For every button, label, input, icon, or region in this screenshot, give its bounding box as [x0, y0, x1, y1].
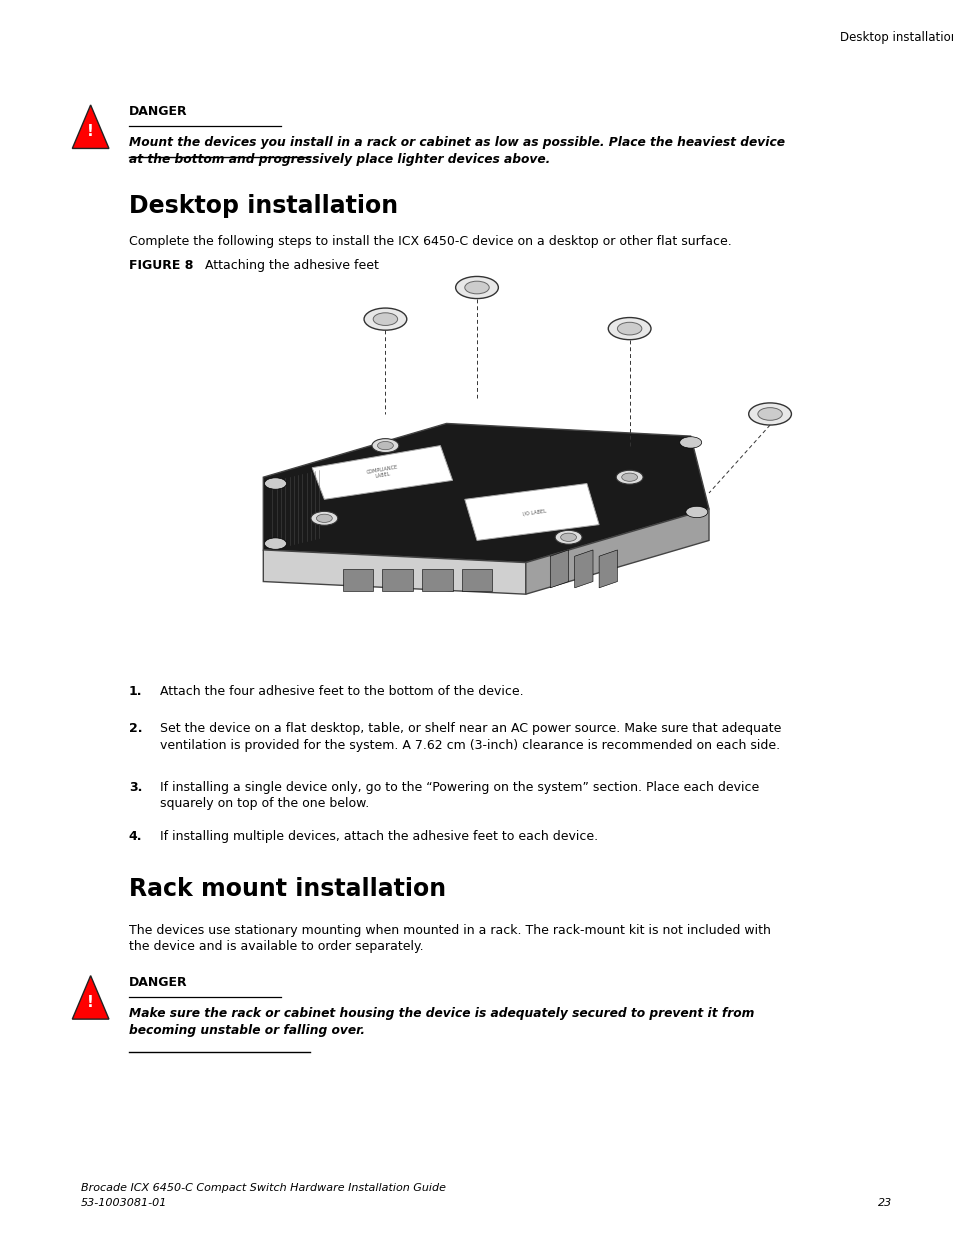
Circle shape: [555, 530, 581, 545]
Text: 23: 23: [877, 1198, 891, 1208]
Text: 53-1003081-01: 53-1003081-01: [81, 1198, 168, 1208]
Text: I/O LABEL: I/O LABEL: [522, 508, 547, 516]
Text: Attaching the adhesive feet: Attaching the adhesive feet: [201, 259, 378, 273]
Text: DANGER: DANGER: [129, 976, 187, 989]
Circle shape: [748, 403, 791, 425]
Circle shape: [264, 538, 286, 550]
Text: If installing a single device only, go to the “Powering on the system” section. : If installing a single device only, go t…: [160, 781, 759, 810]
Circle shape: [617, 322, 641, 335]
Polygon shape: [342, 569, 373, 592]
Polygon shape: [263, 424, 708, 563]
Text: Desktop installation: Desktop installation: [839, 31, 953, 44]
Text: !: !: [87, 995, 94, 1010]
Circle shape: [364, 308, 406, 330]
Polygon shape: [461, 569, 492, 592]
Circle shape: [377, 441, 393, 450]
Polygon shape: [574, 550, 593, 588]
Text: 2.: 2.: [129, 722, 142, 736]
Polygon shape: [312, 446, 452, 499]
Text: Rack mount installation: Rack mount installation: [129, 877, 445, 900]
Text: 3.: 3.: [129, 781, 142, 794]
Circle shape: [373, 312, 397, 326]
Text: Desktop installation: Desktop installation: [129, 194, 397, 217]
Polygon shape: [421, 569, 452, 592]
Text: 1.: 1.: [129, 685, 142, 699]
Text: Brocade ICX 6450-C Compact Switch Hardware Installation Guide: Brocade ICX 6450-C Compact Switch Hardwa…: [81, 1183, 446, 1193]
Text: Attach the four adhesive feet to the bottom of the device.: Attach the four adhesive feet to the bot…: [160, 685, 523, 699]
Text: Make sure the rack or cabinet housing the device is adequately secured to preven: Make sure the rack or cabinet housing th…: [129, 1007, 754, 1036]
Circle shape: [685, 506, 707, 517]
Circle shape: [757, 408, 781, 420]
Circle shape: [372, 438, 398, 452]
Polygon shape: [72, 105, 109, 148]
Circle shape: [616, 471, 642, 484]
Circle shape: [456, 277, 497, 299]
Text: If installing multiple devices, attach the adhesive feet to each device.: If installing multiple devices, attach t…: [160, 830, 598, 844]
Text: COMPLIANCE
LABEL: COMPLIANCE LABEL: [365, 464, 398, 480]
Circle shape: [264, 478, 286, 489]
Circle shape: [621, 473, 637, 482]
Polygon shape: [382, 569, 413, 592]
Polygon shape: [598, 550, 617, 588]
Text: Mount the devices you install in a rack or cabinet as low as possible. Place the: Mount the devices you install in a rack …: [129, 136, 784, 165]
Text: Set the device on a flat desktop, table, or shelf near an AC power source. Make : Set the device on a flat desktop, table,…: [160, 722, 781, 752]
Text: The devices use stationary mounting when mounted in a rack. The rack-mount kit i: The devices use stationary mounting when…: [129, 924, 770, 953]
Text: Complete the following steps to install the ICX 6450-C device on a desktop or ot: Complete the following steps to install …: [129, 235, 731, 248]
Polygon shape: [550, 550, 568, 588]
Text: FIGURE 8: FIGURE 8: [129, 259, 193, 273]
Polygon shape: [72, 976, 109, 1019]
Polygon shape: [263, 550, 525, 594]
Circle shape: [464, 282, 489, 294]
Polygon shape: [525, 509, 708, 594]
Circle shape: [608, 317, 650, 340]
Circle shape: [311, 511, 337, 525]
Circle shape: [560, 534, 576, 541]
Polygon shape: [464, 484, 598, 541]
Text: 4.: 4.: [129, 830, 142, 844]
Text: !: !: [87, 125, 94, 140]
Circle shape: [316, 514, 332, 522]
Circle shape: [679, 437, 701, 448]
Text: DANGER: DANGER: [129, 105, 187, 119]
